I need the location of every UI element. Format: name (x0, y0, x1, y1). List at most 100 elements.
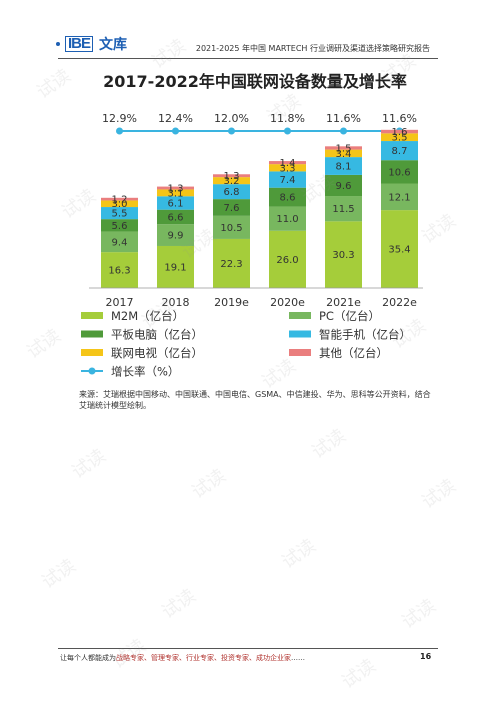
bar-value-label: 1.5 (336, 143, 352, 154)
bar-segment-phone (325, 157, 362, 175)
chart-container: 12.9% 12.4% 12.0% 11.8% 11.6% 11.6% 16.3 9.4 5.6… (75, 60, 435, 380)
bar-value-label: 3.5 (392, 133, 408, 144)
footer-suffix: …… (291, 654, 305, 662)
bar-segment-tablet (101, 219, 138, 232)
logo: IBE 文库 (56, 34, 127, 54)
legend-swatch-phone (289, 330, 311, 338)
bar-segment-tablet (325, 174, 362, 197)
legend-label: 平板电脑（亿台） (111, 328, 203, 342)
stacked-bar-chart: 12.9% 12.4% 12.0% 11.8% 11.6% 11.6% 16.3 9.4 5.6… (81, 112, 423, 379)
chart-title: 2017-2022年中国联网设备数量及增长率 (103, 72, 407, 91)
bar-segment-m2m (269, 230, 306, 288)
bar-segment-tv (325, 149, 362, 158)
page-number: 16 (420, 652, 432, 661)
bar-segment-other (381, 129, 418, 134)
bar-value-label: 5.6 (112, 221, 128, 232)
bar-value-label: 3.1 (168, 188, 184, 199)
footer-slogan: 让每个人都能成为战略专家、管理专家、行业专家、投资专家、成功企业家…… (60, 653, 305, 663)
bar-segment-tablet (157, 209, 194, 225)
bar-value-label: 8.6 (280, 193, 296, 204)
watermark-text: 试读 (158, 585, 200, 624)
legend-label: 增长率（%） (111, 365, 179, 379)
watermark-text: 试读 (418, 475, 460, 514)
bar-segment-tablet (381, 160, 418, 184)
watermark-text: 试读 (398, 595, 440, 634)
category-label: 2020e (270, 296, 305, 309)
legend-swatch-growth-point (88, 367, 96, 375)
watermark-text: 试读 (33, 65, 75, 104)
bar-value-label: 1.4 (280, 158, 296, 169)
bar-value-label: 16.3 (108, 266, 130, 277)
growth-label: 11.6% (326, 112, 361, 125)
bar-value-label: 1.3 (224, 171, 240, 182)
bar-value-label: 11.5 (332, 204, 354, 215)
bar-value-label: 8.7 (392, 146, 408, 157)
growth-label: 11.8% (270, 112, 305, 125)
watermark-text: 试读 (23, 325, 65, 364)
category-label: 2022e (382, 296, 417, 309)
bar-value-label: 1.6 (392, 127, 408, 138)
legend-swatch-tv (81, 349, 103, 356)
bar-value-label: 8.1 (336, 162, 352, 173)
footer-divider (58, 648, 438, 649)
bar-value-label: 6.6 (168, 212, 184, 223)
bar-segment-pc (269, 206, 306, 231)
bar-value-label: 3.3 (280, 163, 296, 174)
bar-value-label: 30.3 (332, 250, 354, 261)
header-divider (58, 58, 438, 59)
bar-segment-pc (381, 183, 418, 211)
bar-segment-pc (157, 224, 194, 246)
bar-segment-other (213, 174, 250, 178)
bar-segment-pc (101, 231, 138, 253)
bar-value-label: 11.0 (276, 214, 298, 225)
bar-value-label: 22.3 (220, 259, 242, 270)
watermark-text: 试读 (278, 535, 320, 574)
bar-value-label: 19.1 (164, 262, 186, 273)
bar-segment-m2m (157, 245, 194, 288)
legend-label: 联网电视（亿台） (111, 346, 203, 360)
category-label: 2017 (106, 296, 134, 309)
bar-value-label: 6.1 (168, 198, 184, 209)
bar-segment-tv (157, 189, 194, 197)
category-label: 2021e (326, 296, 361, 309)
bar-segment-other (157, 186, 194, 190)
footer-roles: 战略专家、管理专家、行业专家、投资专家、成功企业家 (116, 654, 291, 662)
bar-segment-pc (325, 196, 362, 222)
bar-value-label: 10.5 (220, 223, 242, 234)
logo-text: 文库 (99, 37, 128, 53)
watermark-text: 试读 (188, 465, 230, 504)
category-label: 2019e (214, 296, 249, 309)
bar-segment-pc (213, 215, 250, 239)
watermark-text: 试读 (338, 655, 380, 694)
bar-segment-tv (381, 133, 418, 142)
bar-segment-tablet (269, 187, 306, 207)
watermark-text: 试读 (308, 425, 350, 464)
bar-segment-phone (213, 184, 250, 200)
bar-value-label: 5.5 (112, 209, 128, 220)
page-header: IBE 文库 2021-2025 年中国 MARTECH 行业调研及渠道选择策略… (0, 0, 499, 60)
bar-segment-phone (157, 196, 194, 210)
legend-swatch-tablet (81, 330, 103, 338)
bar-value-label: 7.6 (224, 203, 240, 214)
growth-point (172, 127, 179, 135)
growth-point (116, 127, 123, 135)
bar-value-label: 3.4 (336, 149, 352, 160)
bar-value-label: 9.9 (168, 231, 184, 242)
bar-value-label: 1.2 (112, 195, 128, 206)
bar-value-label: 10.6 (388, 167, 410, 178)
legend-swatch-m2m (81, 312, 103, 319)
legend-label: PC（亿台） (319, 309, 380, 323)
footer-prefix: 让每个人都能成为 (60, 654, 116, 662)
bar-segment-phone (381, 141, 418, 161)
bar-segment-other (101, 197, 138, 201)
bar-value-label: 3.2 (224, 176, 240, 187)
bar-segment-m2m (213, 238, 250, 288)
bar-segment-tv (213, 177, 250, 185)
bar-value-label: 35.4 (388, 245, 410, 256)
bar-value-label: 3.0 (112, 199, 128, 210)
bar-segment-phone (101, 207, 138, 220)
growth-label: 12.0% (214, 112, 249, 125)
legend-label: M2M（亿台） (111, 309, 184, 323)
growth-label: 11.6% (382, 112, 417, 125)
bar-segment-other (325, 146, 362, 150)
